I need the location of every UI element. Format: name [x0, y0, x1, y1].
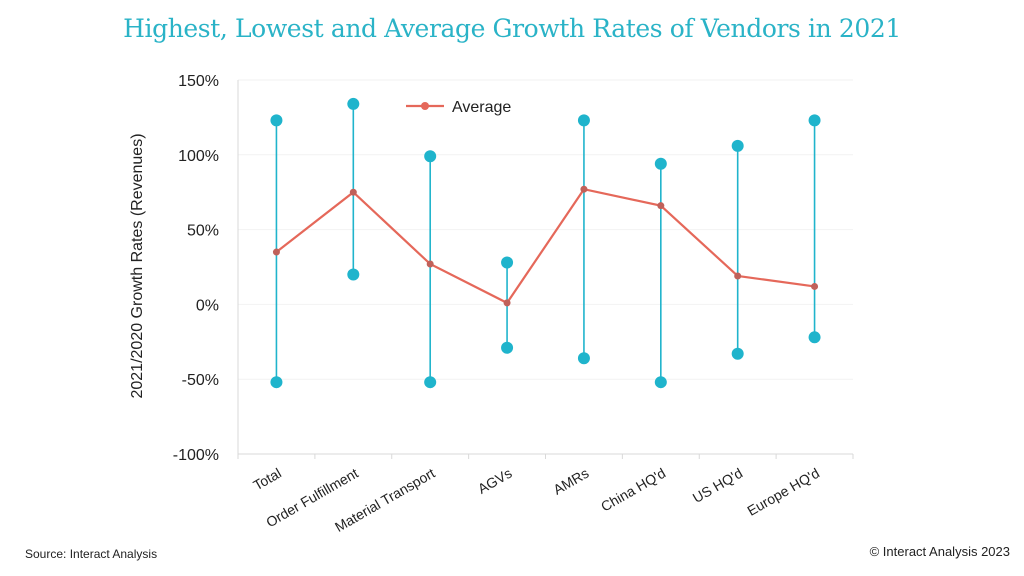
average-line — [275, 187, 815, 305]
high-point — [424, 150, 437, 163]
low-point — [347, 268, 360, 281]
y-tick-label: 150% — [178, 73, 219, 90]
low-point — [577, 352, 590, 365]
average-point — [580, 185, 588, 193]
low-point — [808, 331, 821, 344]
average-point — [734, 272, 742, 280]
y-axis-label: 2021/2020 Growth Rates (Revenues) — [129, 133, 146, 398]
average-point — [811, 282, 819, 290]
low-point — [731, 347, 744, 360]
high-point — [577, 114, 590, 127]
high-point — [501, 256, 514, 269]
legend-marker — [421, 102, 429, 110]
high-point — [731, 139, 744, 152]
low-point — [501, 341, 514, 354]
x-category-label: US HQ'd — [690, 465, 745, 506]
x-category-label: Europe HQ'd — [744, 465, 822, 519]
high-point — [808, 114, 821, 127]
y-tick-label: 50% — [187, 223, 219, 240]
x-category-label: China HQ'd — [598, 465, 668, 515]
average-point — [272, 248, 280, 256]
legend-label: Average — [452, 99, 511, 116]
x-category-label: AGVs — [475, 465, 515, 497]
high-point — [654, 157, 667, 170]
x-category-label: AMRs — [550, 465, 591, 498]
average-point — [503, 299, 511, 307]
y-tick-label: -50% — [182, 372, 219, 389]
high-point — [270, 114, 283, 127]
average-point — [657, 202, 665, 210]
average-point — [349, 188, 357, 196]
copyright-note: © Interact Analysis 2023 — [869, 544, 1010, 559]
chart-title: Highest, Lowest and Average Growth Rates… — [123, 14, 901, 43]
low-point — [424, 376, 437, 389]
source-note: Source: Interact Analysis — [25, 547, 158, 561]
y-tick-label: 100% — [178, 148, 219, 165]
high-point — [347, 97, 360, 110]
average-point — [426, 260, 434, 268]
y-tick-label: -100% — [173, 447, 219, 464]
y-tick-label: 0% — [196, 297, 219, 314]
low-point — [654, 376, 667, 389]
low-point — [270, 376, 283, 389]
x-category-label: Total — [250, 465, 284, 494]
